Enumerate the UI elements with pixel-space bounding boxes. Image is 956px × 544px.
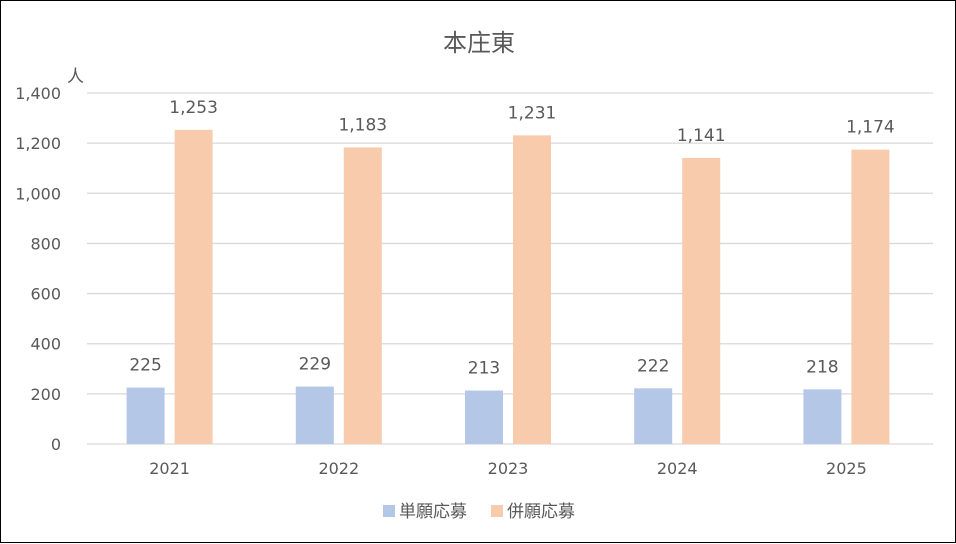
data-label: 225 — [129, 356, 161, 376]
legend-swatch — [383, 505, 395, 517]
data-label: 229 — [299, 355, 331, 375]
x-tick-label: 2023 — [488, 459, 529, 478]
data-label: 1,253 — [169, 98, 218, 118]
gridlines — [87, 92, 933, 445]
legend: 単願応募 併願応募 — [383, 502, 575, 522]
bar-combined-2022 — [343, 147, 382, 444]
y-axis-unit-label: 人 — [67, 67, 84, 87]
legend-label: 単願応募 — [399, 502, 467, 522]
x-axis-ticks: 2021 2022 2023 2024 2025 — [149, 459, 867, 478]
y-tick-label: 600 — [30, 285, 61, 304]
bar-single-2025 — [803, 389, 842, 444]
bar-combined-2021 — [174, 129, 213, 445]
x-tick-label: 2024 — [657, 459, 698, 478]
data-label: 222 — [637, 356, 669, 376]
y-axis-ticks: 0 200 400 600 800 1,000 1,200 1,400 — [15, 84, 61, 454]
data-label: 1,141 — [677, 126, 726, 146]
y-tick-label: 1,000 — [15, 184, 61, 203]
chart-title: 本庄東 — [443, 29, 515, 57]
y-tick-label: 800 — [30, 234, 61, 253]
x-tick-label: 2021 — [149, 459, 190, 478]
y-tick-label: 200 — [30, 385, 61, 404]
legend-swatch — [491, 505, 503, 517]
bars — [126, 129, 890, 445]
y-tick-label: 1,400 — [15, 84, 61, 103]
legend-label: 併願応募 — [507, 502, 575, 522]
data-label: 218 — [806, 357, 838, 377]
bar-single-2021 — [126, 387, 165, 444]
bar-combined-2023 — [513, 135, 551, 444]
data-label: 1,231 — [508, 103, 557, 123]
bar-combined-2025 — [851, 149, 890, 444]
bar-single-2024 — [634, 388, 673, 444]
bar-single-2023 — [465, 390, 503, 444]
bar-single-2022 — [295, 386, 334, 444]
data-labels: 225 1,253 229 1,183 213 1,231 222 1,141 218 1,174 — [129, 98, 894, 379]
data-label: 1,174 — [846, 118, 895, 138]
bar-combined-2024 — [682, 157, 721, 444]
data-label: 1,183 — [338, 115, 387, 135]
y-tick-label: 0 — [51, 435, 61, 454]
y-tick-label: 1,200 — [15, 134, 61, 153]
x-tick-label: 2025 — [826, 459, 867, 478]
data-label: 213 — [468, 359, 500, 379]
x-tick-label: 2022 — [318, 459, 359, 478]
y-tick-label: 400 — [30, 335, 61, 354]
